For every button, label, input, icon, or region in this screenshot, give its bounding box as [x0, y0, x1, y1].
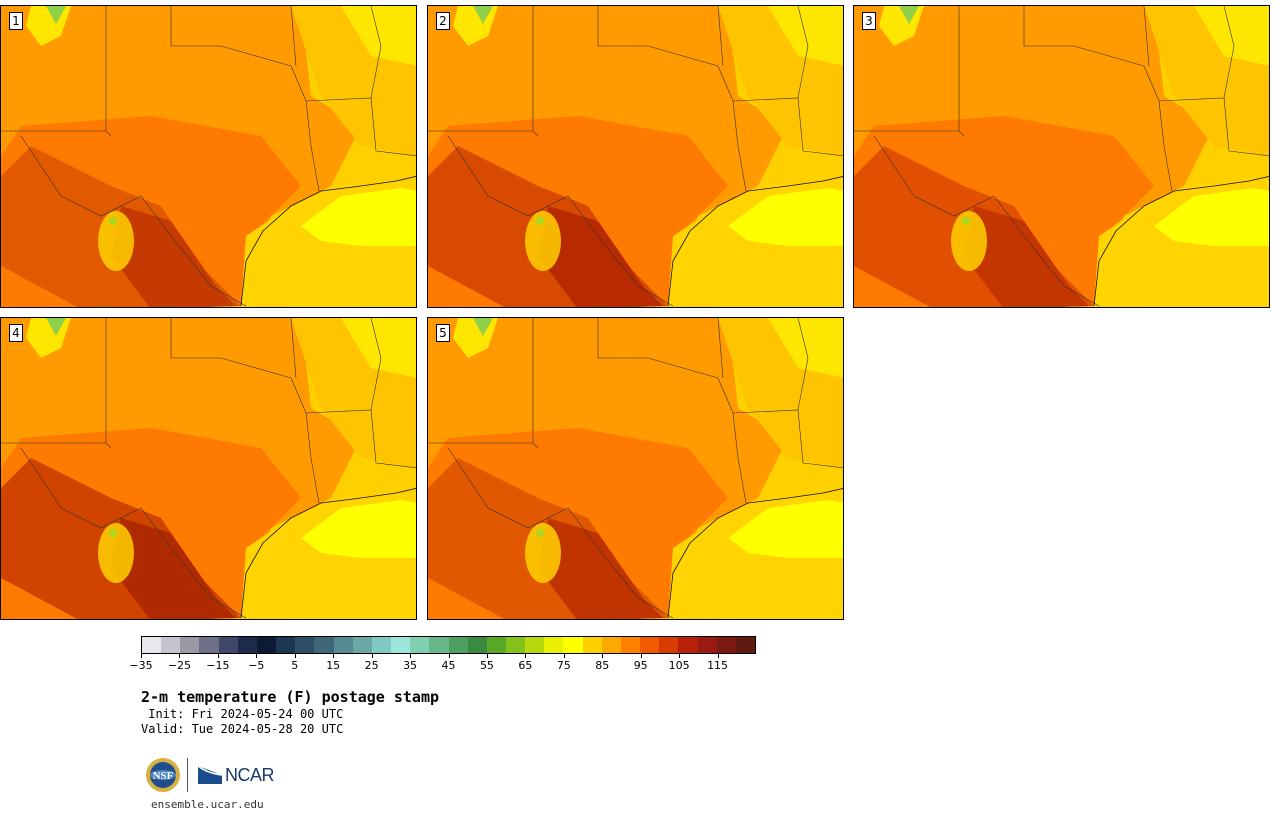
temperature-field	[428, 6, 843, 307]
colorbar-bin	[582, 637, 602, 653]
colorbar-bin	[716, 637, 736, 653]
init-time: Init: Fri 2024-05-24 00 UTC	[141, 707, 344, 721]
temperature-field	[1, 318, 416, 619]
logo-divider	[187, 758, 188, 792]
nsf-logo-text: NSF	[153, 770, 174, 782]
colorbar-bin	[218, 637, 238, 653]
colorbar-bin	[237, 637, 257, 653]
colorbar-tick-label: 75	[556, 659, 571, 672]
colorbar-bin	[505, 637, 526, 653]
colorbar-bin	[563, 637, 583, 653]
colorbar-ticks: −35 −25 −15 −5 5 15 25 35 45 55 65 75 85 95 105 115	[129, 654, 756, 674]
colorbar-bin	[276, 637, 296, 653]
colorbar-tick-label: −5	[248, 659, 265, 672]
colorbar-tick-label: 105	[668, 659, 690, 672]
colorbar-tick	[717, 654, 719, 658]
map-title: 2-m temperature (F) postage stamp	[141, 688, 440, 706]
colorbar-bin	[620, 637, 641, 653]
colorbar-bin	[180, 637, 200, 653]
colorbar-tick	[679, 654, 681, 658]
colorbar-tick-label: 35	[403, 659, 418, 672]
colorbar-bin	[295, 637, 315, 653]
colorbar-tick	[486, 654, 488, 658]
colorbar-tick-label: −35	[129, 659, 153, 672]
panel-label: 5	[436, 324, 450, 342]
colorbar-tick-label: 15	[326, 659, 341, 672]
colorbar-tick-label: 95	[633, 659, 648, 672]
colorbar-bin	[678, 637, 698, 653]
colorbar-tick	[371, 654, 373, 658]
map-panel-1: 1	[0, 5, 417, 308]
colorbar-tick	[141, 654, 142, 658]
site-url: ensemble.ucar.edu	[151, 798, 264, 811]
nsf-logo: NSF	[146, 758, 180, 792]
colorbar-bin	[314, 637, 334, 653]
temperature-field	[1, 6, 416, 307]
colorbar-tick	[333, 654, 335, 658]
colorbar-bin	[333, 637, 353, 653]
colorbar-bin	[410, 637, 430, 653]
valid-time: Valid: Tue 2024-05-28 20 UTC	[141, 722, 344, 736]
ncar-swoosh-icon	[197, 765, 223, 784]
colorbar-tick-label: 85	[595, 659, 610, 672]
colorbar-bin	[486, 637, 506, 653]
colorbar-tick-label: 5	[291, 659, 299, 672]
colorbar-bin	[256, 637, 277, 653]
colorbar-bin	[352, 637, 372, 653]
colorbar-tick	[448, 654, 450, 658]
colorbar-tick-label: 55	[479, 659, 494, 672]
panel-label: 1	[9, 12, 23, 30]
colorbar-tick	[602, 654, 604, 658]
ncar-logo-text: NCAR	[225, 764, 275, 785]
colorbar-bin	[735, 637, 755, 653]
colorbar-bin	[448, 637, 468, 653]
colorbar-tick	[256, 654, 258, 658]
colorbar-bin	[697, 637, 717, 653]
colorbar-tick-label: 115	[707, 659, 729, 672]
colorbar-tick	[525, 654, 527, 658]
colorbar-tick	[294, 654, 296, 658]
map-panel-2: 2	[427, 5, 844, 308]
temperature-field	[854, 6, 1269, 307]
ncar-logo: NCAR	[197, 762, 275, 788]
colorbar-bin	[391, 637, 411, 653]
panel-label: 3	[862, 12, 876, 30]
colorbar-tick-label: −25	[167, 659, 192, 672]
colorbar-bin	[544, 637, 564, 653]
colorbar-tick-label: 25	[364, 659, 379, 672]
temperature-field	[428, 318, 843, 619]
map-panel-3: 3	[853, 5, 1270, 308]
colorbar-tick-label: 65	[518, 659, 533, 672]
colorbar-bin	[429, 637, 449, 653]
panel-label: 4	[9, 324, 23, 342]
colorbar-bin	[142, 637, 162, 653]
colorbar-tick	[563, 654, 565, 658]
colorbar-tick	[410, 654, 412, 658]
colorbar-bin	[161, 637, 181, 653]
colorbar-bin	[199, 637, 219, 653]
map-panel-4: 4	[0, 317, 417, 620]
colorbar-tick-label: 45	[441, 659, 456, 672]
colorbar-bin	[371, 637, 392, 653]
panel-label: 2	[436, 12, 450, 30]
colorbar-bin	[525, 637, 545, 653]
temperature-colorbar	[141, 636, 756, 654]
colorbar-tick	[217, 654, 219, 658]
colorbar-tick	[640, 654, 642, 658]
colorbar-bin	[659, 637, 679, 653]
colorbar-tick	[179, 654, 181, 658]
colorbar-bin	[640, 637, 660, 653]
map-panel-5: 5	[427, 317, 844, 620]
colorbar-tick-label: −15	[206, 659, 230, 672]
colorbar-bin	[467, 637, 487, 653]
colorbar-bin	[601, 637, 621, 653]
